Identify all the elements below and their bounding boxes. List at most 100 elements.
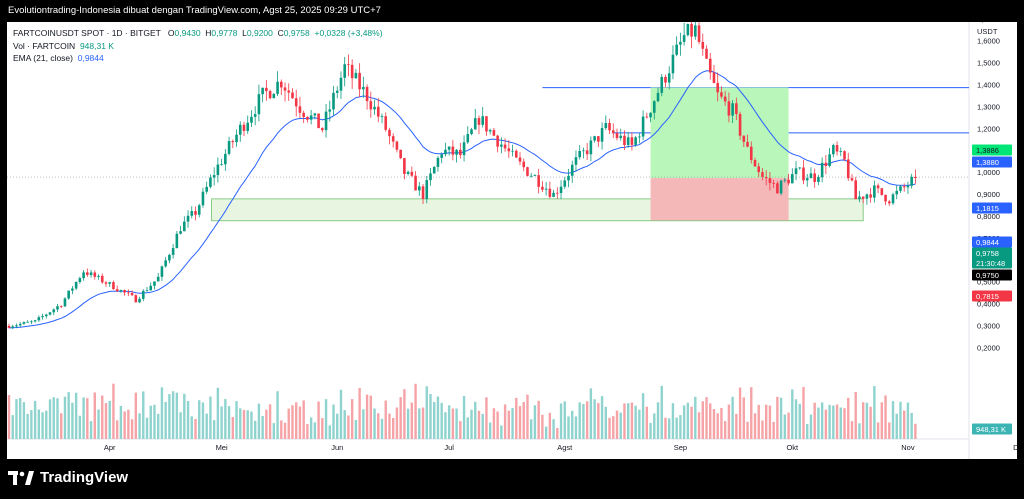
candle-body[interactable]	[858, 196, 861, 200]
candle-body[interactable]	[335, 90, 339, 93]
candle-body[interactable]	[432, 166, 436, 174]
candle-body[interactable]	[600, 128, 604, 142]
candle-body[interactable]	[321, 128, 324, 131]
candle-body[interactable]	[783, 179, 787, 181]
candle-body[interactable]	[354, 72, 358, 79]
candle-body[interactable]	[7, 325, 11, 328]
candle-body[interactable]	[358, 72, 361, 90]
candle-body[interactable]	[861, 196, 865, 199]
candle-body[interactable]	[339, 77, 343, 91]
candle-body[interactable]	[421, 186, 425, 199]
candle-body[interactable]	[649, 112, 652, 118]
candle-body[interactable]	[45, 314, 48, 317]
candle-body[interactable]	[291, 92, 294, 99]
candle-body[interactable]	[15, 325, 18, 327]
candle-body[interactable]	[93, 272, 97, 277]
candle-body[interactable]	[865, 194, 869, 199]
candle-body[interactable]	[500, 144, 503, 147]
candle-body[interactable]	[317, 113, 320, 129]
long-target-zone[interactable]	[650, 87, 789, 179]
candle-body[interactable]	[149, 285, 153, 291]
candle-body[interactable]	[902, 186, 906, 188]
candle-body[interactable]	[403, 158, 406, 174]
candle-body[interactable]	[682, 35, 686, 42]
candle-body[interactable]	[268, 91, 272, 99]
candle-body[interactable]	[604, 123, 608, 129]
candle-body[interactable]	[365, 86, 369, 102]
candle-body[interactable]	[832, 145, 835, 155]
candle-body[interactable]	[246, 122, 250, 131]
candle-body[interactable]	[764, 176, 768, 179]
candle-body[interactable]	[746, 141, 749, 147]
candle-body[interactable]	[350, 64, 354, 79]
candle-body[interactable]	[749, 146, 753, 160]
candle-body[interactable]	[141, 290, 145, 299]
candle-body[interactable]	[388, 129, 391, 137]
candle-body[interactable]	[459, 149, 462, 156]
candle-body[interactable]	[324, 111, 328, 131]
candle-body[interactable]	[589, 140, 593, 155]
candle-body[interactable]	[526, 167, 529, 176]
candle-body[interactable]	[839, 151, 843, 153]
candle-body[interactable]	[541, 186, 544, 190]
candle-body[interactable]	[410, 171, 414, 176]
candle-body[interactable]	[56, 306, 59, 310]
candle-body[interactable]	[253, 114, 257, 117]
candle-body[interactable]	[544, 188, 548, 190]
candle-body[interactable]	[638, 136, 641, 138]
candle-body[interactable]	[183, 221, 186, 232]
candle-body[interactable]	[716, 82, 719, 93]
candle-body[interactable]	[582, 150, 585, 152]
candle-body[interactable]	[671, 54, 675, 74]
candle-body[interactable]	[697, 25, 701, 42]
candle-body[interactable]	[283, 87, 287, 91]
candle-body[interactable]	[429, 173, 432, 181]
candle-body[interactable]	[201, 191, 205, 206]
candle-body[interactable]	[567, 175, 570, 181]
candle-body[interactable]	[835, 145, 839, 152]
candle-body[interactable]	[873, 185, 876, 198]
candle-body[interactable]	[772, 182, 775, 184]
candle-body[interactable]	[522, 161, 526, 168]
candle-body[interactable]	[794, 168, 798, 175]
chart-panel[interactable]: FARTCOINUSDT SPOT · 1D · BITGET O0,9430 …	[7, 22, 1017, 459]
candle-body[interactable]	[74, 282, 78, 289]
candle-body[interactable]	[626, 137, 630, 145]
candle-body[interactable]	[585, 150, 589, 155]
candle-body[interactable]	[634, 137, 637, 145]
candle-body[interactable]	[52, 309, 56, 313]
candle-body[interactable]	[776, 183, 779, 194]
candle-body[interactable]	[876, 185, 880, 189]
candle-body[interactable]	[134, 295, 138, 303]
candle-body[interactable]	[611, 130, 615, 134]
candle-body[interactable]	[227, 141, 231, 154]
candle-body[interactable]	[276, 81, 279, 94]
candle-body[interactable]	[820, 162, 824, 178]
candle-body[interactable]	[425, 180, 429, 199]
candle-body[interactable]	[362, 86, 365, 90]
candle-body[interactable]	[261, 87, 264, 95]
candle-body[interactable]	[26, 321, 29, 323]
candle-body[interactable]	[850, 178, 854, 181]
candle-body[interactable]	[59, 306, 63, 308]
candle-body[interactable]	[436, 157, 440, 167]
candle-body[interactable]	[406, 171, 410, 174]
candle-body[interactable]	[854, 180, 858, 200]
candle-body[interactable]	[518, 157, 522, 162]
candle-body[interactable]	[67, 290, 70, 299]
candle-body[interactable]	[757, 166, 761, 173]
candle-body[interactable]	[242, 124, 246, 131]
candle-body[interactable]	[82, 272, 85, 279]
candle-body[interactable]	[664, 76, 667, 83]
candle-body[interactable]	[168, 254, 171, 261]
candle-body[interactable]	[11, 326, 15, 328]
candle-body[interactable]	[593, 136, 596, 141]
candle-body[interactable]	[477, 118, 481, 125]
candle-body[interactable]	[112, 282, 115, 290]
candle-body[interactable]	[761, 172, 764, 177]
candle-body[interactable]	[127, 292, 130, 294]
candle-body[interactable]	[884, 194, 887, 202]
candle-body[interactable]	[399, 149, 402, 159]
candle-body[interactable]	[686, 24, 690, 36]
candle-body[interactable]	[824, 162, 828, 166]
